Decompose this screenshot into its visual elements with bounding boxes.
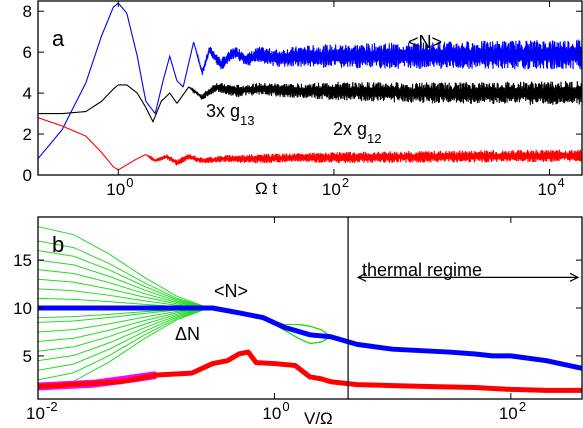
panel-a-y-ticks: 0 2 4 6 8 (23, 2, 582, 185)
panel-b-annotation-dn: ΔN (175, 324, 200, 344)
panel-a-y-tick-label: 4 (23, 84, 32, 103)
panel-b-x-tick-label: 10 (26, 404, 45, 423)
panel-b-label: b (52, 232, 64, 257)
panel-a-y-tick-label: 2 (23, 125, 32, 144)
panel-b-fan-line (38, 307, 511, 357)
panel-b-y-tick-label: 15 (13, 251, 32, 270)
panel-a-x-axis-label: Ω t (255, 179, 277, 198)
panel-b-x-ticks: 10 -2 10 0 10 2 (26, 217, 526, 423)
panel-b-series-dN (38, 349, 582, 393)
panel-b-x-tick-label: 10 (262, 404, 281, 423)
panel-a-y-tick-label: 0 (23, 166, 32, 185)
panel-a-series-g13 (38, 81, 582, 124)
panel-a-x-tick-label: 10 (538, 180, 557, 199)
panel-b-annotation-n: <N> (214, 281, 248, 301)
panel-b-x-tick-label: 10 (499, 404, 518, 423)
panel-a-x-tick-label: 10 (106, 180, 125, 199)
panel-a-annotation-g12-prefix: 2x g (333, 119, 367, 139)
thermal-regime-arrow-right-head (569, 272, 580, 282)
panel-a-series-N (38, 2, 582, 159)
thermal-regime-arrow-left-head (356, 272, 367, 282)
panel-a-x-tick-exponent: 4 (558, 175, 565, 190)
panel-b-series-N (38, 305, 582, 371)
panel-a-y-tick-label: 6 (23, 43, 32, 62)
panel-a-x-tick-label: 10 (322, 180, 341, 199)
panel-b-fan-line (38, 240, 511, 357)
panel-a-annotation-g13-prefix: 3x g (206, 101, 240, 121)
panel-a-frame (37, 0, 583, 176)
panel-b-x-tick-exponent: 0 (282, 399, 289, 414)
panel-b-plot-area (38, 226, 582, 393)
panel-a-label: a (52, 26, 65, 51)
panel-a-series-g12 (38, 117, 582, 171)
panel-a-x-ticks: 10 0 10 2 10 4 (106, 1, 565, 199)
panel-a-x-tick-exponent: 2 (342, 175, 349, 190)
panel-b-x-axis-label: V/Ω (304, 409, 333, 428)
panel-a-annotation-g12: 2x g12 (333, 119, 382, 146)
panel-a-plot-area (38, 2, 582, 171)
panel-b-fan-line (38, 308, 511, 357)
panel-b-y-ticks: 5 10 15 (13, 251, 582, 366)
panel-b-y-tick-label: 10 (13, 299, 32, 318)
panel-a-annotation-g13: 3x g13 (206, 101, 255, 128)
panel-b-series-group (38, 226, 582, 393)
panel-b-x-tick-exponent: 2 (519, 399, 526, 414)
panel-a-annotation-g13-sub: 13 (240, 113, 254, 128)
panel-b-y-tick-label: 5 (23, 347, 32, 366)
panel-a-series-group (38, 2, 582, 171)
panel-a-y-tick-label: 8 (23, 2, 32, 21)
thermal-regime-arrow (356, 272, 580, 282)
panel-a-x-tick-exponent: 0 (126, 175, 133, 190)
panel-b-fan-line (38, 307, 511, 357)
panel-a-annotation-g12-sub: 12 (367, 131, 381, 146)
panel-a-annotation-n: <N> (408, 32, 442, 52)
thermal-regime-label: thermal regime (362, 260, 482, 280)
panel-b-fan-line (38, 308, 511, 381)
panel-b-x-tick-exponent: -2 (46, 399, 58, 414)
